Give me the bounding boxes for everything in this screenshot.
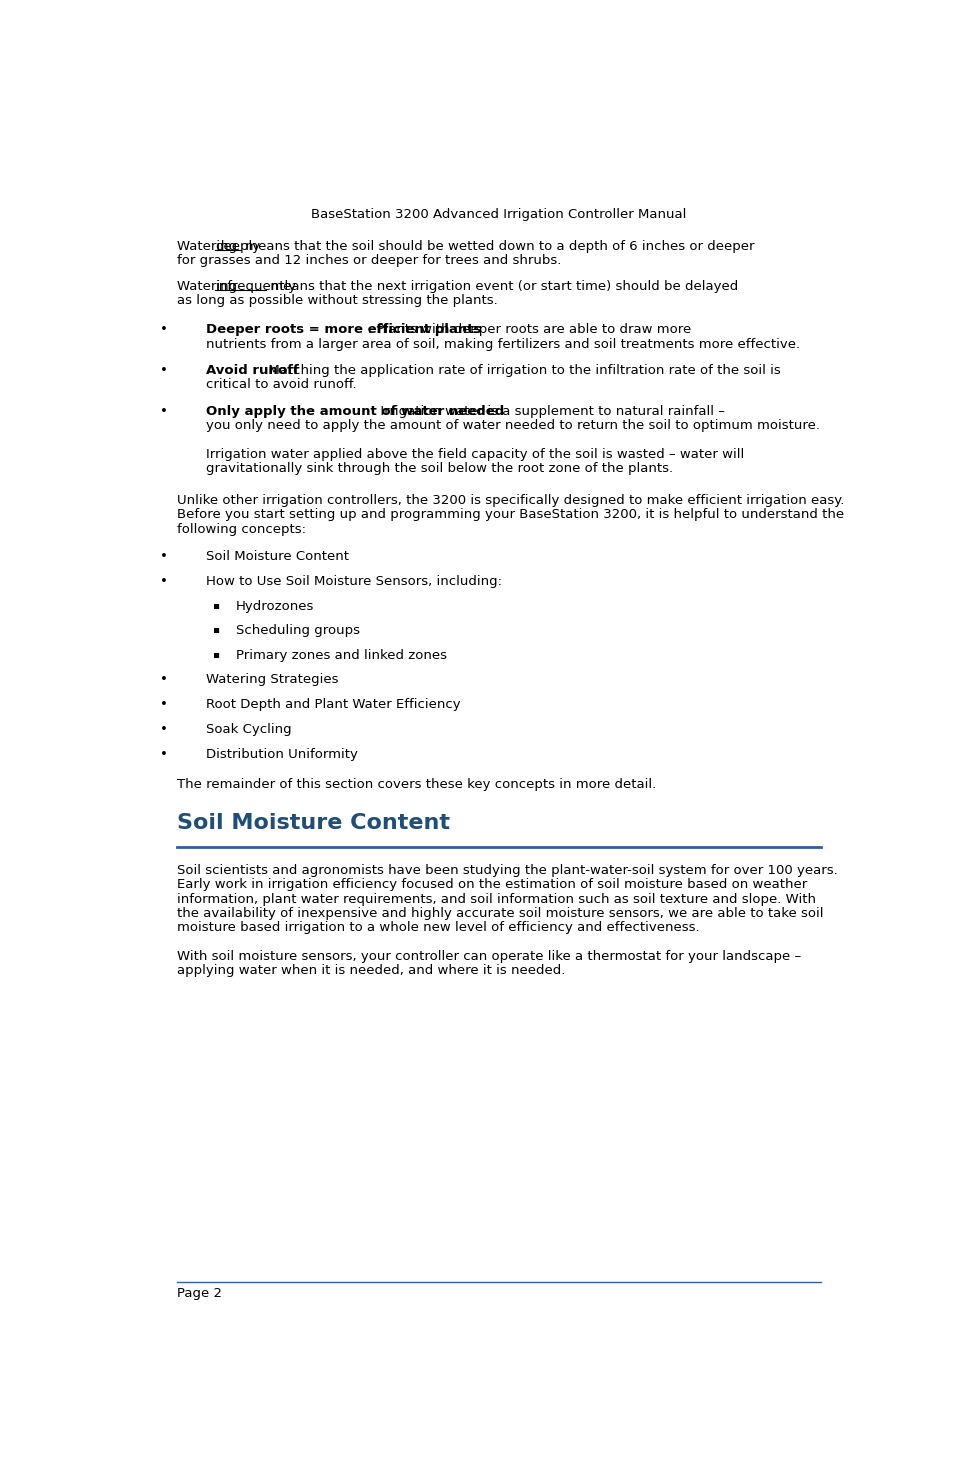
Text: Page 2: Page 2 bbox=[177, 1288, 222, 1301]
Text: Unlike other irrigation controllers, the 3200 is specifically designed to make e: Unlike other irrigation controllers, the… bbox=[177, 494, 843, 507]
Text: Only apply the amount of water needed: Only apply the amount of water needed bbox=[206, 406, 504, 417]
Text: Soak Cycling: Soak Cycling bbox=[206, 723, 292, 736]
Text: deeply: deeply bbox=[215, 240, 260, 254]
Text: Watering: Watering bbox=[177, 240, 241, 254]
Text: critical to avoid runoff.: critical to avoid runoff. bbox=[206, 379, 356, 391]
Text: means that the soil should be wetted down to a depth of 6 inches or deeper: means that the soil should be wetted dow… bbox=[240, 240, 754, 254]
Text: Hydrozones: Hydrozones bbox=[235, 600, 314, 614]
Text: Soil Moisture Content: Soil Moisture Content bbox=[177, 813, 450, 833]
Text: Early work in irrigation efficiency focused on the estimation of soil moisture b: Early work in irrigation efficiency focu… bbox=[177, 879, 807, 891]
Text: ▪: ▪ bbox=[212, 624, 219, 634]
Text: ▪: ▪ bbox=[212, 649, 219, 659]
Text: •: • bbox=[159, 698, 167, 711]
Text: . Matching the application rate of irrigation to the infiltration rate of the so: . Matching the application rate of irrig… bbox=[259, 364, 780, 378]
Text: ▪: ▪ bbox=[212, 600, 219, 611]
Text: •: • bbox=[159, 323, 167, 336]
Text: for grasses and 12 inches or deeper for trees and shrubs.: for grasses and 12 inches or deeper for … bbox=[177, 254, 561, 267]
Text: nutrients from a larger area of soil, making fertilizers and soil treatments mor: nutrients from a larger area of soil, ma… bbox=[206, 338, 800, 351]
Text: Avoid runoff: Avoid runoff bbox=[206, 364, 298, 378]
Text: you only need to apply the amount of water needed to return the soil to optimum : you only need to apply the amount of wat… bbox=[206, 419, 820, 432]
Text: Soil scientists and agronomists have been studying the plant-water-soil system f: Soil scientists and agronomists have bee… bbox=[177, 864, 838, 878]
Text: Root Depth and Plant Water Efficiency: Root Depth and Plant Water Efficiency bbox=[206, 698, 460, 711]
Text: as long as possible without stressing the plants.: as long as possible without stressing th… bbox=[177, 295, 497, 307]
Text: •: • bbox=[159, 550, 167, 563]
Text: •: • bbox=[159, 406, 167, 417]
Text: Distribution Uniformity: Distribution Uniformity bbox=[206, 748, 357, 761]
Text: following concepts:: following concepts: bbox=[177, 522, 306, 535]
Text: •: • bbox=[159, 575, 167, 589]
Text: the availability of inexpensive and highly accurate soil moisture sensors, we ar: the availability of inexpensive and high… bbox=[177, 907, 823, 920]
Text: •: • bbox=[159, 364, 167, 378]
Text: moisture based irrigation to a whole new level of efficiency and effectiveness.: moisture based irrigation to a whole new… bbox=[177, 922, 700, 934]
Text: How to Use Soil Moisture Sensors, including:: How to Use Soil Moisture Sensors, includ… bbox=[206, 575, 501, 589]
Text: Irrigation water applied above the field capacity of the soil is wasted – water : Irrigation water applied above the field… bbox=[206, 448, 743, 462]
Text: gravitationally sink through the soil below the root zone of the plants.: gravitationally sink through the soil be… bbox=[206, 462, 673, 475]
Text: •: • bbox=[159, 748, 167, 761]
Text: . Irrigation water is a supplement to natural rainfall –: . Irrigation water is a supplement to na… bbox=[372, 406, 724, 417]
Text: BaseStation 3200 Advanced Irrigation Controller Manual: BaseStation 3200 Advanced Irrigation Con… bbox=[311, 208, 686, 221]
Text: The remainder of this section covers these key concepts in more detail.: The remainder of this section covers the… bbox=[177, 777, 656, 791]
Text: With soil moisture sensors, your controller can operate like a thermostat for yo: With soil moisture sensors, your control… bbox=[177, 950, 801, 963]
Text: infrequently: infrequently bbox=[215, 280, 296, 294]
Text: means that the next irrigation event (or start time) should be delayed: means that the next irrigation event (or… bbox=[266, 280, 738, 294]
Text: •: • bbox=[159, 723, 167, 736]
Text: Watering Strategies: Watering Strategies bbox=[206, 673, 338, 686]
Text: Primary zones and linked zones: Primary zones and linked zones bbox=[235, 649, 446, 662]
Text: Watering: Watering bbox=[177, 280, 241, 294]
Text: Deeper roots = more efficient plants: Deeper roots = more efficient plants bbox=[206, 323, 481, 336]
Text: information, plant water requirements, and soil information such as soil texture: information, plant water requirements, a… bbox=[177, 892, 816, 906]
Text: . Plants with deeper roots are able to draw more: . Plants with deeper roots are able to d… bbox=[367, 323, 690, 336]
Text: Scheduling groups: Scheduling groups bbox=[235, 624, 359, 637]
Text: applying water when it is needed, and where it is needed.: applying water when it is needed, and wh… bbox=[177, 965, 565, 978]
Text: Before you start setting up and programming your BaseStation 3200, it is helpful: Before you start setting up and programm… bbox=[177, 509, 843, 522]
Text: Soil Moisture Content: Soil Moisture Content bbox=[206, 550, 349, 563]
Text: •: • bbox=[159, 673, 167, 686]
